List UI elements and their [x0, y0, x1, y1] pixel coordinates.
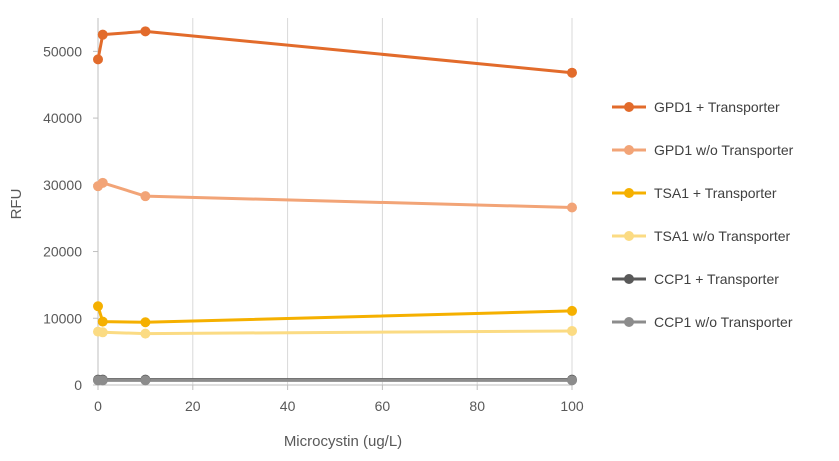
y-tick-label: 30000 — [43, 177, 82, 193]
x-tick-label: 20 — [185, 398, 201, 414]
data-point — [567, 305, 577, 316]
legend: GPD1 + Transporter GPD1 w/o Transporter TS… — [612, 99, 794, 330]
data-point — [567, 375, 577, 386]
data-point — [140, 328, 151, 339]
data-point — [97, 327, 108, 338]
series-points — [93, 26, 577, 386]
legend-label: GPD1 w/o Transporter — [654, 142, 794, 158]
legend-swatch-marker — [624, 231, 634, 241]
legend-label: CCP1 + Transporter — [654, 271, 779, 287]
data-point — [567, 67, 577, 78]
x-axis-title: Microcystin (ug/L) — [284, 433, 402, 450]
data-point — [97, 375, 108, 386]
y-tick-label: 40000 — [43, 110, 82, 126]
x-tick-label: 40 — [280, 398, 296, 414]
series-line-0 — [96, 29, 574, 75]
legend-swatch-marker — [624, 274, 634, 284]
data-point — [567, 325, 577, 336]
y-tick-label: 0 — [74, 377, 82, 393]
y-axis-title: RFU — [8, 189, 25, 220]
x-axis-tick-labels: 0 20 40 60 80 100 — [94, 398, 584, 414]
legend-label: GPD1 + Transporter — [654, 99, 780, 115]
y-tick-label: 10000 — [43, 310, 82, 326]
legend-label: CCP1 w/o Transporter — [654, 314, 793, 330]
y-tick-label: 20000 — [43, 244, 82, 260]
y-tick-label: 50000 — [43, 43, 82, 59]
legend-label: TSA1 + Transporter — [654, 185, 777, 201]
chart-axes — [93, 18, 573, 390]
series-line-2 — [96, 304, 574, 324]
x-tick-label: 0 — [94, 398, 102, 414]
data-point — [97, 177, 108, 188]
legend-swatch-marker — [624, 145, 634, 155]
data-point — [97, 316, 108, 327]
data-point — [140, 375, 151, 386]
data-point — [140, 26, 151, 37]
x-tick-label: 60 — [375, 398, 391, 414]
y-axis-tick-labels: 0 10000 20000 30000 40000 50000 — [43, 43, 82, 393]
data-point — [567, 202, 577, 213]
legend-swatch-marker — [624, 102, 634, 112]
data-point — [93, 301, 103, 312]
x-tick-label: 80 — [469, 398, 485, 414]
data-point — [93, 54, 103, 65]
legend-swatch-marker — [624, 188, 634, 198]
data-point — [140, 191, 151, 202]
legend-label: TSA1 w/o Transporter — [654, 228, 791, 244]
x-tick-label: 100 — [560, 398, 584, 414]
legend-swatch-marker — [624, 317, 634, 327]
series-line-3 — [96, 329, 574, 336]
series-lines — [96, 29, 574, 382]
data-point — [97, 29, 108, 40]
data-point — [140, 317, 151, 328]
series-line-1 — [96, 181, 574, 210]
